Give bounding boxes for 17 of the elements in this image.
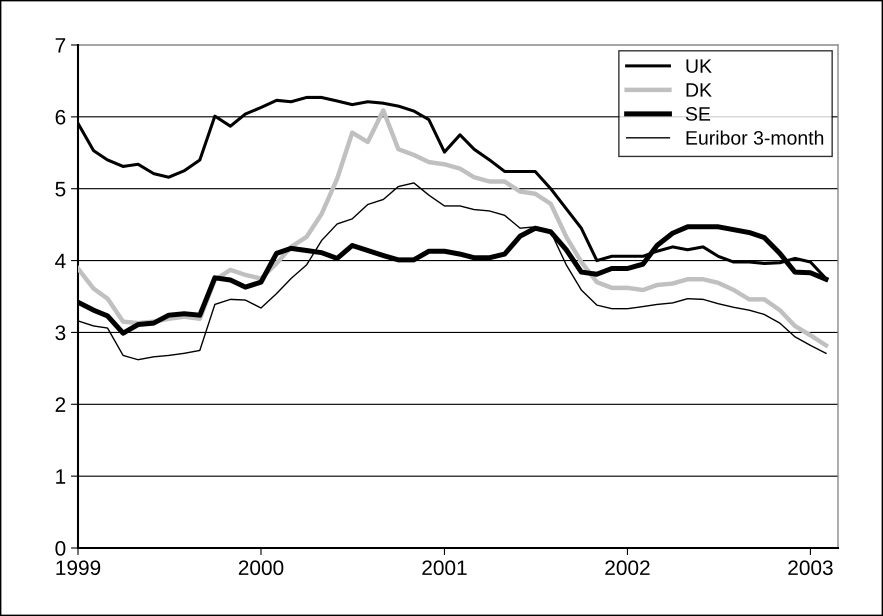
- x-tick-label: 2001: [422, 560, 467, 576]
- y-tick-label: 5: [55, 182, 66, 196]
- y-tick-label: 3: [55, 325, 66, 340]
- y-tick-label: 6: [56, 110, 66, 125]
- y-tick-label: 7: [56, 38, 66, 53]
- y-tick-label: 1: [56, 469, 66, 484]
- x-tick-label: 2002: [605, 560, 650, 576]
- x-tick-label: 1999: [56, 560, 100, 576]
- x-tick-label: 2003: [788, 560, 833, 576]
- legend-label: Euribor 3-month: [686, 130, 824, 145]
- y-tick-label: 2: [56, 397, 66, 412]
- x-tick-label: 2000: [238, 560, 284, 576]
- y-tick-label: 4: [55, 254, 66, 268]
- legend-label: SE: [686, 107, 710, 121]
- legend-label: DK: [686, 83, 712, 97]
- y-tick-label: 0: [55, 541, 66, 556]
- legend-label: UK: [686, 59, 712, 73]
